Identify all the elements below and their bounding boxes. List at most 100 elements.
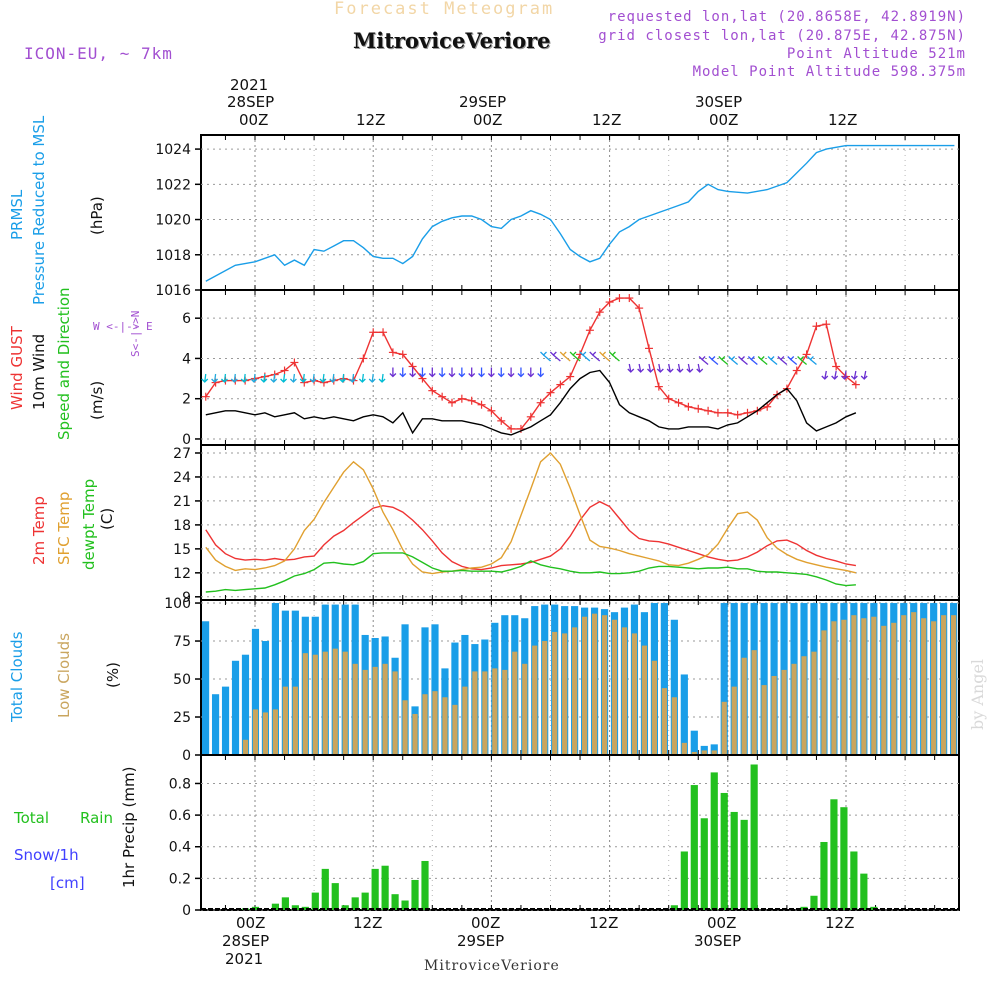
wind-arrow xyxy=(468,367,476,378)
wind-arrow xyxy=(708,356,719,365)
low-cloud-bar xyxy=(312,654,318,755)
wind-arrow xyxy=(220,373,228,383)
wind-arrow-shaft xyxy=(223,373,227,383)
wind-arrow-head xyxy=(787,356,795,361)
wind-arrow xyxy=(686,363,694,373)
y-tick-label: 2 xyxy=(182,392,191,408)
wind-arrow-head xyxy=(627,368,635,373)
rain-bar xyxy=(271,903,279,910)
wind-arrow-shaft xyxy=(687,363,691,373)
wind-arrow-shaft xyxy=(863,370,867,380)
wind-arrow-shaft xyxy=(648,363,652,373)
wind-arrow xyxy=(841,370,848,380)
wind-arrow-head xyxy=(589,351,597,356)
wind-arrow-shaft xyxy=(628,363,632,373)
rain-bar xyxy=(341,905,349,910)
low-cloud-bar xyxy=(412,713,418,755)
gust-marker xyxy=(615,294,624,303)
rain-bar xyxy=(710,772,718,910)
gust-marker xyxy=(713,408,722,417)
forecast-title: Forecast Meteogram xyxy=(334,0,555,19)
gust-marker xyxy=(556,380,565,389)
wind-arrow-head xyxy=(201,378,209,383)
low-cloud-bar xyxy=(552,631,558,755)
wind-arrow-head xyxy=(569,351,577,356)
total-cloud-bar xyxy=(202,621,210,755)
wind-arrow-shaft xyxy=(697,363,701,373)
wind-arrow-head xyxy=(389,373,397,378)
wind-arrow xyxy=(329,373,337,383)
bottom-axis-time: 00Z xyxy=(471,914,501,932)
rain-bar xyxy=(291,905,299,910)
low-cloud-bar xyxy=(831,621,837,755)
low-cloud-bar xyxy=(342,651,348,755)
wind-arrow-head xyxy=(349,378,356,383)
wind-arrow-shaft xyxy=(292,373,296,383)
wind-arrow xyxy=(211,373,219,383)
wind-arrow xyxy=(787,356,798,365)
wind-arrow-shaft xyxy=(701,359,709,365)
gust-marker xyxy=(280,366,289,375)
wind-arrow xyxy=(487,367,495,378)
model-altitude: Model Point Altitude 598.375m xyxy=(692,64,966,80)
low-cloud-bar xyxy=(671,697,677,755)
gust-marker xyxy=(526,412,535,421)
gust-marker xyxy=(319,378,328,387)
wind-arrow xyxy=(797,356,808,365)
low-cloud-bar xyxy=(941,615,947,755)
legend-snow: Snow/1h xyxy=(14,846,79,864)
low-cloud-bar xyxy=(731,686,737,755)
wind-arrow xyxy=(458,367,466,378)
wind-arrow-head xyxy=(428,373,436,378)
low-cloud-bar xyxy=(781,669,787,755)
y-tick-label: 18 xyxy=(173,518,191,534)
wind-arrow xyxy=(527,367,535,378)
wind-arrow-shaft xyxy=(834,370,837,380)
wind-arrow xyxy=(647,363,654,373)
y-tick-label: 25 xyxy=(173,710,191,726)
y-tick-label: 1020 xyxy=(155,213,191,229)
gust-marker xyxy=(645,344,653,353)
wind-arrow-head xyxy=(797,356,805,361)
wind-arrow-shaft xyxy=(750,359,758,365)
wind-arrow xyxy=(517,367,525,378)
low-cloud-bar xyxy=(591,613,598,755)
total-cloud-bar xyxy=(760,603,768,755)
gust-marker xyxy=(635,304,644,313)
gust-marker xyxy=(359,354,368,363)
wind-arrow xyxy=(747,356,758,365)
wind-arrow-head xyxy=(860,375,868,380)
wind-arrow xyxy=(260,373,268,383)
wind-arrow-head xyxy=(767,356,775,361)
low-cloud-bar xyxy=(502,669,508,755)
series-sfc-temp xyxy=(205,452,857,575)
wind-arrow xyxy=(559,351,571,362)
low-cloud-bar xyxy=(582,616,588,755)
wind-arrow-head xyxy=(260,378,268,383)
low-cloud-bar xyxy=(442,697,448,755)
rain-bar xyxy=(820,841,828,910)
wind-arrow-head xyxy=(487,373,495,378)
wind-arrow-shaft xyxy=(770,359,778,365)
total-cloud-bar xyxy=(271,603,279,755)
series-dewpt-temp xyxy=(205,552,856,593)
gust-marker xyxy=(487,406,496,415)
wind-arrow xyxy=(428,367,436,378)
low-cloud-bar xyxy=(691,751,697,755)
wind-arrow-head xyxy=(806,356,814,361)
gust-marker xyxy=(832,362,841,371)
series-prmsl xyxy=(205,144,955,282)
gust-marker xyxy=(674,398,683,407)
low-cloud-bar xyxy=(362,669,368,755)
wind-arrow-shaft xyxy=(273,373,276,383)
wind-arrow xyxy=(230,373,238,383)
wind-arrow-head xyxy=(517,373,525,378)
wind-arrow-shaft xyxy=(741,359,748,365)
rain-bar xyxy=(740,819,748,910)
wind-arrow xyxy=(201,373,209,383)
closest-coords: grid closest lon,lat (20.875E, 42.875N) xyxy=(598,28,966,44)
gust-marker xyxy=(684,402,693,411)
bottom-axis-time: 12Z xyxy=(353,914,383,932)
low-cloud-bar xyxy=(801,656,807,755)
wind-arrow-shaft xyxy=(263,373,266,383)
